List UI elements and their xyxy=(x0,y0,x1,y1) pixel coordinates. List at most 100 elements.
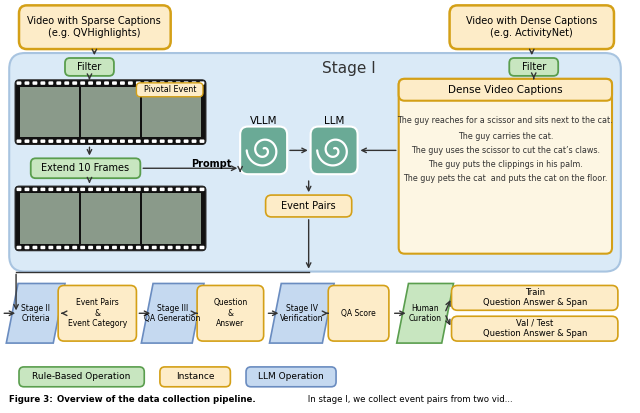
Text: Filter: Filter xyxy=(77,62,102,72)
FancyBboxPatch shape xyxy=(9,53,621,272)
FancyBboxPatch shape xyxy=(64,246,69,249)
FancyBboxPatch shape xyxy=(160,367,230,387)
FancyBboxPatch shape xyxy=(160,246,164,249)
FancyBboxPatch shape xyxy=(72,81,77,85)
FancyBboxPatch shape xyxy=(17,81,22,85)
FancyBboxPatch shape xyxy=(144,140,148,143)
FancyBboxPatch shape xyxy=(197,285,264,341)
Text: The guy puts the clippings in his palm.: The guy puts the clippings in his palm. xyxy=(428,160,583,169)
FancyBboxPatch shape xyxy=(88,246,93,249)
FancyBboxPatch shape xyxy=(56,140,61,143)
Text: VLLM: VLLM xyxy=(250,116,277,126)
FancyBboxPatch shape xyxy=(15,186,206,251)
FancyBboxPatch shape xyxy=(184,188,189,191)
FancyBboxPatch shape xyxy=(266,195,352,217)
FancyBboxPatch shape xyxy=(200,140,204,143)
FancyBboxPatch shape xyxy=(128,188,133,191)
FancyBboxPatch shape xyxy=(152,188,157,191)
FancyBboxPatch shape xyxy=(160,81,164,85)
FancyBboxPatch shape xyxy=(120,188,125,191)
FancyBboxPatch shape xyxy=(24,81,29,85)
Text: Filter: Filter xyxy=(522,62,546,72)
FancyBboxPatch shape xyxy=(56,81,61,85)
FancyBboxPatch shape xyxy=(328,285,389,341)
FancyBboxPatch shape xyxy=(176,81,180,85)
Text: The guy carries the cat.: The guy carries the cat. xyxy=(458,132,553,141)
FancyBboxPatch shape xyxy=(88,81,93,85)
Text: In stage I, we collect event pairs from two vid...: In stage I, we collect event pairs from … xyxy=(305,395,513,404)
Text: Instance: Instance xyxy=(176,373,214,381)
FancyBboxPatch shape xyxy=(176,246,180,249)
FancyBboxPatch shape xyxy=(128,81,133,85)
Text: The guy reaches for a scissor and sits next to the cat.: The guy reaches for a scissor and sits n… xyxy=(397,116,613,125)
FancyBboxPatch shape xyxy=(136,188,141,191)
FancyBboxPatch shape xyxy=(19,5,171,49)
Text: Question
&
Answer: Question & Answer xyxy=(213,298,248,328)
FancyBboxPatch shape xyxy=(33,188,37,191)
Bar xyxy=(20,193,79,244)
FancyBboxPatch shape xyxy=(184,140,189,143)
Text: Dense Video Captions: Dense Video Captions xyxy=(448,85,563,95)
FancyBboxPatch shape xyxy=(17,140,22,143)
FancyBboxPatch shape xyxy=(120,246,125,249)
Text: Val / Test
Question Answer & Span: Val / Test Question Answer & Span xyxy=(483,318,587,338)
FancyBboxPatch shape xyxy=(80,188,85,191)
FancyBboxPatch shape xyxy=(17,246,22,249)
FancyBboxPatch shape xyxy=(120,81,125,85)
FancyBboxPatch shape xyxy=(152,246,157,249)
FancyBboxPatch shape xyxy=(128,140,133,143)
FancyBboxPatch shape xyxy=(64,81,69,85)
Text: Stage IV
Verification: Stage IV Verification xyxy=(280,304,324,323)
FancyBboxPatch shape xyxy=(144,246,148,249)
FancyBboxPatch shape xyxy=(152,140,157,143)
FancyBboxPatch shape xyxy=(15,80,206,145)
FancyBboxPatch shape xyxy=(168,246,173,249)
FancyBboxPatch shape xyxy=(160,140,164,143)
Bar xyxy=(142,193,201,244)
FancyBboxPatch shape xyxy=(160,188,164,191)
FancyBboxPatch shape xyxy=(49,246,53,249)
FancyBboxPatch shape xyxy=(452,316,618,341)
Bar xyxy=(81,193,140,244)
Text: Extend 10 Frames: Extend 10 Frames xyxy=(42,163,130,173)
FancyBboxPatch shape xyxy=(136,140,141,143)
FancyBboxPatch shape xyxy=(191,140,196,143)
Text: Overview of the data collection pipeline.: Overview of the data collection pipeline… xyxy=(57,395,256,404)
Text: The guy pets the cat  and puts the cat on the floor.: The guy pets the cat and puts the cat on… xyxy=(403,174,607,183)
Text: Rule-Based Operation: Rule-Based Operation xyxy=(33,373,131,381)
FancyBboxPatch shape xyxy=(136,246,141,249)
FancyBboxPatch shape xyxy=(40,81,45,85)
FancyBboxPatch shape xyxy=(112,246,117,249)
FancyBboxPatch shape xyxy=(168,140,173,143)
FancyBboxPatch shape xyxy=(40,140,45,143)
Text: The guy uses the scissor to cut the cat’s claws.: The guy uses the scissor to cut the cat’… xyxy=(411,146,600,155)
FancyBboxPatch shape xyxy=(191,81,196,85)
Polygon shape xyxy=(397,283,454,343)
FancyBboxPatch shape xyxy=(176,188,180,191)
FancyBboxPatch shape xyxy=(17,188,22,191)
FancyBboxPatch shape xyxy=(120,140,125,143)
FancyBboxPatch shape xyxy=(64,188,69,191)
Bar xyxy=(81,87,140,138)
Bar xyxy=(20,87,79,138)
FancyBboxPatch shape xyxy=(88,188,93,191)
FancyBboxPatch shape xyxy=(168,81,173,85)
FancyBboxPatch shape xyxy=(104,188,109,191)
Text: Stage II
Criteria: Stage II Criteria xyxy=(21,304,50,323)
FancyBboxPatch shape xyxy=(96,140,101,143)
Text: LLM Operation: LLM Operation xyxy=(258,373,324,381)
FancyBboxPatch shape xyxy=(399,79,612,254)
FancyBboxPatch shape xyxy=(80,140,85,143)
Text: Video with Dense Captions
(e.g. ActivityNet): Video with Dense Captions (e.g. Activity… xyxy=(466,17,597,38)
FancyBboxPatch shape xyxy=(112,140,117,143)
FancyBboxPatch shape xyxy=(96,246,101,249)
FancyBboxPatch shape xyxy=(310,126,358,174)
FancyBboxPatch shape xyxy=(33,81,37,85)
Text: Human
Curation: Human Curation xyxy=(408,304,442,323)
FancyBboxPatch shape xyxy=(33,246,37,249)
FancyBboxPatch shape xyxy=(399,79,612,101)
FancyBboxPatch shape xyxy=(509,58,558,76)
FancyBboxPatch shape xyxy=(40,188,45,191)
FancyBboxPatch shape xyxy=(56,246,61,249)
Text: Figure 3:: Figure 3: xyxy=(9,395,53,404)
